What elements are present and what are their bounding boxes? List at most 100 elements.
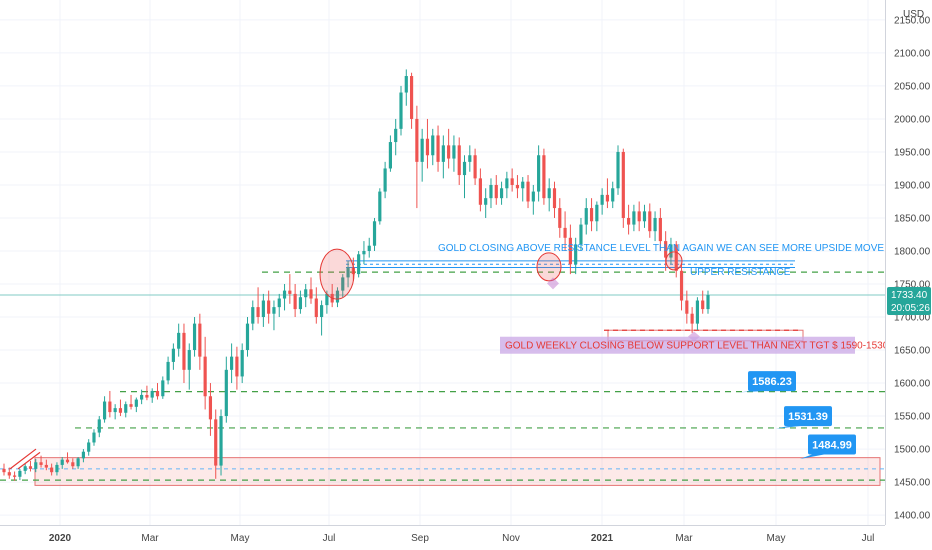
candle-body: [87, 442, 91, 452]
candle-body: [192, 323, 197, 351]
y-tick-label: 1950.00: [894, 147, 931, 158]
candle-body: [235, 356, 239, 377]
candle-body: [219, 416, 223, 466]
x-tick-label: Mar: [141, 533, 159, 544]
candle-body: [314, 298, 318, 318]
x-tick-label: 2021: [591, 533, 614, 544]
currency-label: USD: [903, 9, 924, 20]
target-callout-label: 1531.39: [788, 411, 828, 423]
candle-body: [81, 451, 85, 459]
candle-body: [23, 466, 27, 471]
candle-body: [134, 399, 138, 407]
candle-body: [50, 467, 54, 473]
last-price-tag-background: [887, 286, 931, 315]
candle-body: [309, 289, 313, 299]
target-callout-pointer: [800, 454, 824, 459]
candle-body: [378, 191, 382, 222]
candle-body: [521, 181, 525, 189]
retest-circle: [536, 252, 562, 282]
candle-body: [140, 394, 144, 400]
candle-body: [102, 401, 107, 420]
candle-body: [510, 178, 514, 185]
x-tick-label: Nov: [502, 533, 520, 544]
candle-body: [531, 191, 535, 202]
candle-body: [589, 208, 594, 222]
candle-body: [282, 290, 287, 299]
candle-body: [611, 188, 615, 202]
target-callout-box: [784, 406, 832, 427]
candle-body: [584, 208, 588, 225]
drawings-layer: 1586.23 1531.39 1484.99: [9, 248, 856, 470]
time-axis[interactable]: 2020 Mar May Jul Sep Nov 2021 Mar May Jul: [0, 525, 885, 545]
candle-body: [166, 361, 170, 381]
candle-body: [695, 300, 700, 324]
candle-body: [457, 145, 461, 176]
candle-body: [187, 350, 191, 370]
last-price-value: 1733.40: [891, 290, 928, 301]
y-tick-label: 1500.00: [894, 445, 931, 456]
last-price-tag: 1733.40 20:05:26: [887, 286, 931, 315]
support-zone: [34, 457, 881, 486]
candle-body: [420, 138, 424, 162]
candle-body: [60, 459, 64, 465]
candle-body: [113, 408, 117, 413]
candle-body: [261, 300, 265, 318]
candle-body: [288, 290, 292, 294]
candle-body: [706, 294, 710, 310]
candle-body: [537, 155, 541, 192]
candle-body: [595, 204, 599, 222]
countdown-value: 20:05:26: [891, 303, 930, 314]
candle-body: [304, 289, 308, 298]
candle-body: [357, 254, 361, 275]
candle-body: [637, 211, 641, 222]
candle-body: [18, 470, 22, 477]
candle-body: [701, 300, 705, 310]
retest-marker: [547, 277, 559, 290]
candle-body: [515, 184, 520, 189]
candle-body: [76, 458, 80, 467]
candle-body: [505, 178, 509, 189]
target-callout-pointer: [776, 426, 800, 429]
candle-body: [325, 293, 329, 306]
candle-body: [484, 198, 488, 205]
candle-body: [679, 270, 684, 301]
candle-body: [621, 151, 625, 218]
candle-body: [245, 323, 250, 351]
candle-body: [436, 135, 440, 162]
candle-body: [489, 184, 493, 199]
candle-body: [632, 211, 636, 225]
candle-body: [230, 356, 234, 370]
candle-body: [267, 300, 271, 314]
candle-body: [653, 217, 657, 232]
y-tick-label: 2000.00: [894, 114, 931, 125]
candle-body: [28, 466, 33, 469]
y-tick-label: 1800.00: [894, 246, 931, 257]
levels-layer: [0, 260, 885, 481]
y-tick-label: 1600.00: [894, 379, 931, 390]
y-tick-label: 2150.00: [894, 15, 931, 26]
candle-body: [600, 194, 604, 205]
candle-body: [685, 300, 689, 314]
candle-body: [2, 468, 6, 473]
price-axis[interactable]: USD 2150.00 2100.00 2050.00 2000.00 1950.00 1…: [885, 0, 932, 550]
candle-body: [298, 297, 303, 310]
candle-body: [214, 419, 218, 466]
y-tick-label: 2100.00: [894, 48, 931, 59]
candle-body: [441, 145, 445, 162]
target-callout-pointer: [740, 391, 764, 393]
x-tick-label: May: [767, 533, 786, 544]
resistance-note: GOLD CLOSING ABOVE RESISTANCE LEVEL THAN…: [438, 243, 932, 254]
y-tick-label: 1650.00: [894, 346, 931, 357]
candle-body: [415, 118, 419, 162]
candle-body: [97, 419, 101, 433]
support-note-background: [500, 336, 855, 354]
candle-body: [129, 404, 133, 407]
candle-body: [367, 245, 371, 251]
candle-body: [690, 313, 694, 324]
candle-body: [351, 267, 355, 275]
candle-body: [240, 350, 244, 377]
candle-body: [145, 394, 149, 398]
candle-body: [462, 161, 467, 176]
candle-body: [468, 155, 472, 162]
